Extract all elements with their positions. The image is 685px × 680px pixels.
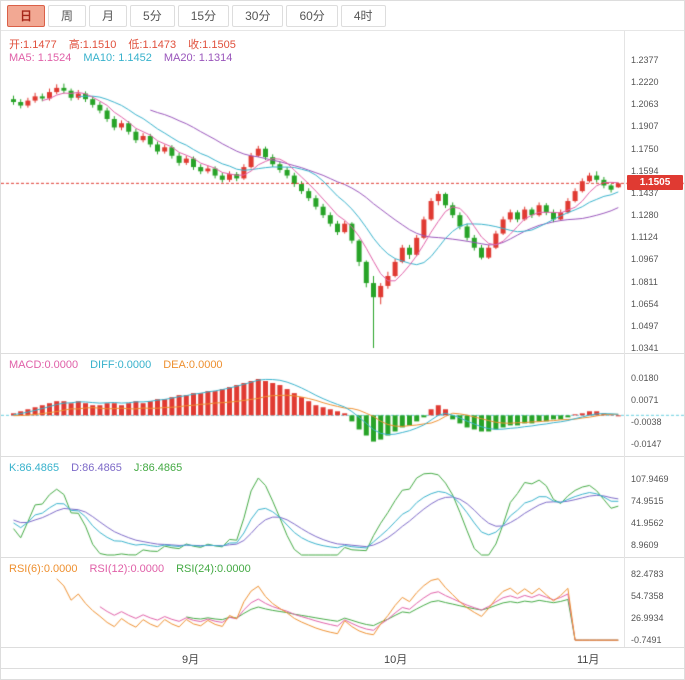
price-chart-panel: 开:1.1477 高:1.1510 低:1.1473 收:1.1505 MA5: 1.… (1, 31, 684, 353)
tab-30min[interactable]: 30分 (232, 4, 284, 27)
price-axis-separator (624, 31, 625, 647)
tab-week[interactable]: 周 (48, 4, 87, 27)
kdj-header: K:86.4865 D:86.4865 J:86.4865 (9, 462, 194, 474)
time-axis (1, 647, 684, 669)
y-axis-label: 107.9469 (631, 474, 669, 484)
tab-day[interactable]: 日 (7, 4, 46, 27)
y-axis-label: 41.9562 (631, 518, 664, 528)
tab-60min[interactable]: 60分 (286, 4, 338, 27)
kdj-panel: K:86.4865 D:86.4865 J:86.4865 (1, 456, 684, 558)
y-axis-label: 1.0341 (631, 343, 659, 353)
macd-header: MACD:0.0000 DIFF:0.0000 DEA:0.0000 (9, 359, 235, 371)
price-chart-canvas[interactable] (1, 31, 684, 353)
y-axis-label: -0.7491 (631, 635, 662, 645)
rsi6-value: RSI(6):0.0000 (9, 563, 78, 575)
y-axis-label: 0.0071 (631, 395, 659, 405)
tab-month[interactable]: 月 (89, 4, 128, 27)
x-axis-month-label: 11月 (577, 654, 600, 666)
y-axis-label: 1.0811 (631, 276, 658, 287)
y-axis-label: 1.1907 (631, 121, 659, 132)
macd-value: MACD:0.0000 (9, 359, 79, 371)
y-axis-label: 54.7358 (631, 591, 664, 601)
y-axis-label: 1.1750 (631, 143, 659, 154)
y-axis-label: 1.2063 (631, 99, 659, 110)
y-axis-label: 26.9934 (631, 613, 664, 623)
diff-value: DIFF:0.0000 (90, 359, 152, 371)
y-axis-label: 1.2377 (631, 55, 659, 65)
rsi-canvas[interactable] (1, 558, 684, 648)
x-axis-month-label: 9月 (182, 654, 200, 666)
current-price-badge: 1.1505 (627, 175, 683, 191)
y-axis-label: 1.0967 (631, 254, 659, 265)
ma-header: MA5: 1.1524 MA10: 1.1452 MA20: 1.1314 (9, 52, 244, 64)
tab-4hour[interactable]: 4时 (340, 4, 386, 27)
y-axis-label: 1.2220 (631, 77, 659, 88)
y-axis-label: 8.9609 (631, 540, 659, 550)
j-value: J:86.4865 (133, 462, 183, 474)
ma5-value: MA5: 1.1524 (9, 52, 72, 64)
y-axis-label: 1.1280 (631, 210, 659, 221)
dea-value: DEA:0.0000 (163, 359, 223, 371)
y-axis-label: -0.0038 (631, 417, 662, 427)
d-value: D:86.4865 (71, 462, 122, 474)
rsi-header: RSI(6):0.0000 RSI(12):0.0000 RSI(24):0.000… (9, 563, 263, 575)
y-axis-label: 82.4783 (631, 569, 664, 579)
x-axis-month-label: 10月 (384, 654, 408, 666)
y-axis-label: 1.1124 (631, 232, 658, 243)
y-axis-label: 74.9515 (631, 496, 664, 506)
tab-5min[interactable]: 5分 (130, 4, 175, 27)
ma20-value: MA20: 1.1314 (163, 52, 233, 64)
rsi-panel: RSI(6):0.0000 RSI(12):0.0000 RSI(24):0.000… (1, 557, 684, 648)
y-axis-label: 1.0497 (631, 320, 659, 331)
y-axis-label: 1.0654 (631, 298, 659, 309)
kdj-canvas[interactable] (1, 457, 684, 558)
y-axis-label: 1.1437 (631, 187, 659, 198)
macd-canvas[interactable] (1, 354, 684, 457)
y-axis-label: 1.1594 (631, 165, 659, 176)
open-value: 开:1.1477 (9, 39, 57, 51)
macd-panel: MACD:0.0000 DIFF:0.0000 DEA:0.0000 (1, 353, 684, 457)
timeframe-tabs: 日周月 5分 15分 30分 60分 4时 (1, 1, 684, 31)
low-value: 低:1.1473 (128, 39, 177, 51)
y-axis-label: 0.0180 (631, 373, 659, 383)
ma10-value: MA10: 1.1452 (83, 52, 152, 64)
rsi24-value: RSI(24):0.0000 (176, 563, 251, 575)
y-axis-label: -0.0147 (631, 439, 662, 449)
tab-15min[interactable]: 15分 (177, 4, 230, 27)
high-value: 高:1.1510 (68, 39, 117, 51)
rsi12-value: RSI(12):0.0000 (89, 563, 165, 575)
close-value: 收:1.1505 (188, 39, 236, 51)
ohlc-header: 开:1.1477 高:1.1510 低:1.1473 收:1.1505 (9, 36, 248, 52)
k-value: K:86.4865 (9, 462, 60, 474)
